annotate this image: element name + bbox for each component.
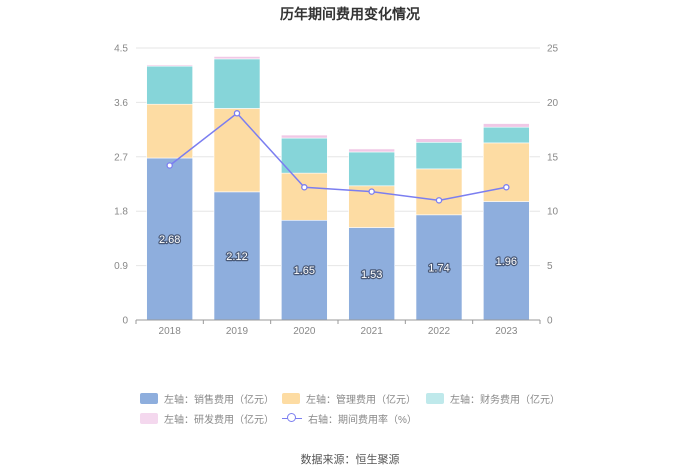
right-axis-tick-label: 5 <box>547 261 553 272</box>
bar-segment-2 <box>213 108 261 193</box>
bar-segment-3 <box>348 151 395 187</box>
legend-item-rnd[interactable]: 左轴：研发费用（亿元） <box>140 411 282 426</box>
bar-segment-4 <box>281 134 328 139</box>
right-axis-tick-label: 20 <box>547 98 559 109</box>
x-axis-tick-label: 2022 <box>428 326 451 337</box>
legend-swatch-expense-rate <box>282 413 302 424</box>
bar-segment-2 <box>146 103 193 159</box>
legend-label-admin: 左轴：管理费用（亿元） <box>306 394 416 406</box>
bar-data-label: 1.74 <box>428 262 449 274</box>
bar-segment-1 <box>281 219 328 321</box>
left-axis-tick-label: 1.8 <box>114 207 128 218</box>
bar-segment-3 <box>146 65 193 105</box>
x-axis-tick-label: 2019 <box>226 326 249 337</box>
right-axis-tick-label: 0 <box>547 316 553 327</box>
bar-segment-3 <box>213 58 261 109</box>
right-axis-tick-label: 25 <box>547 44 559 55</box>
bar-segment-2 <box>415 168 463 216</box>
bar-data-label: 2.12 <box>226 251 247 263</box>
chart-title: 历年期间费用变化情况 <box>280 6 420 22</box>
x-axis-tick-label: 2018 <box>159 326 182 337</box>
expense-rate-point <box>503 184 510 191</box>
legend-label-rnd: 左轴：研发费用（亿元） <box>164 414 274 426</box>
data-source-note: 数据来源：恒生聚源 <box>300 454 400 466</box>
bar-segment-1 <box>415 214 463 321</box>
legend-item-admin[interactable]: 左轴：管理费用（亿元） <box>282 391 426 406</box>
bar-segment-3 <box>483 126 530 144</box>
expense-rate-point <box>233 110 241 117</box>
bar-segment-4 <box>213 56 261 60</box>
legend-swatch-admin <box>282 392 300 404</box>
x-axis-tick-label: 2021 <box>361 326 384 337</box>
right-axis-tick-label: 15 <box>547 152 559 163</box>
legend-swatch-sales <box>140 392 158 404</box>
bar-segment-1 <box>213 191 261 321</box>
bar-segment-4 <box>483 123 530 128</box>
bar-segment-4 <box>415 138 463 143</box>
x-axis-tick-label: 2020 <box>293 326 316 337</box>
left-axis-tick-label: 0 <box>122 316 128 327</box>
legend-item-expense-rate[interactable]: 右轴：期间费用率（%） <box>282 411 417 426</box>
bar-segment-3 <box>281 137 328 174</box>
legend-item-sales[interactable]: 左轴：销售费用（亿元） <box>140 391 282 406</box>
bar-segment-1 <box>146 157 193 321</box>
expense-rate-point <box>435 197 443 204</box>
bar-segment-3 <box>415 141 463 170</box>
x-axis-tick-label: 2023 <box>495 326 518 337</box>
bar-data-label: 1.96 <box>496 256 517 268</box>
expense-rate-point <box>166 162 173 169</box>
legend-label-expense-rate: 右轴：期间费用率（%） <box>308 414 417 426</box>
bar-segment-1 <box>483 201 530 321</box>
bar-data-label: 1.53 <box>361 269 382 281</box>
legend-item-finance[interactable]: 左轴：财务费用（亿元） <box>426 391 560 406</box>
left-axis-tick-label: 0.9 <box>114 261 128 272</box>
bar-segment-1 <box>348 227 395 321</box>
expense-rate-point <box>301 184 308 191</box>
bar-segment-4 <box>146 64 193 67</box>
legend-swatch-finance <box>426 392 444 404</box>
bar-data-label: 2.68 <box>159 234 180 246</box>
bar-data-label: 1.65 <box>294 265 315 277</box>
left-axis-tick-label: 4.5 <box>114 44 128 55</box>
expense-rate-point <box>368 188 375 195</box>
bar-segment-4 <box>348 148 395 153</box>
left-axis-tick-label: 3.6 <box>114 98 128 109</box>
right-axis-tick-label: 10 <box>547 207 559 218</box>
left-axis-tick-label: 2.7 <box>114 152 128 163</box>
expense-rate-line <box>169 112 507 202</box>
legend-swatch-rnd <box>140 412 158 424</box>
bar-segment-2 <box>281 172 328 221</box>
legend-label-finance: 左轴：财务费用（亿元） <box>450 394 560 406</box>
bar-segment-2 <box>483 142 530 202</box>
legend-label-sales: 左轴：销售费用（亿元） <box>164 394 274 406</box>
chart-legend: 左轴：销售费用（亿元） 左轴：管理费用（亿元） 左轴：财务费用（亿元） 左轴：研… <box>140 388 580 428</box>
